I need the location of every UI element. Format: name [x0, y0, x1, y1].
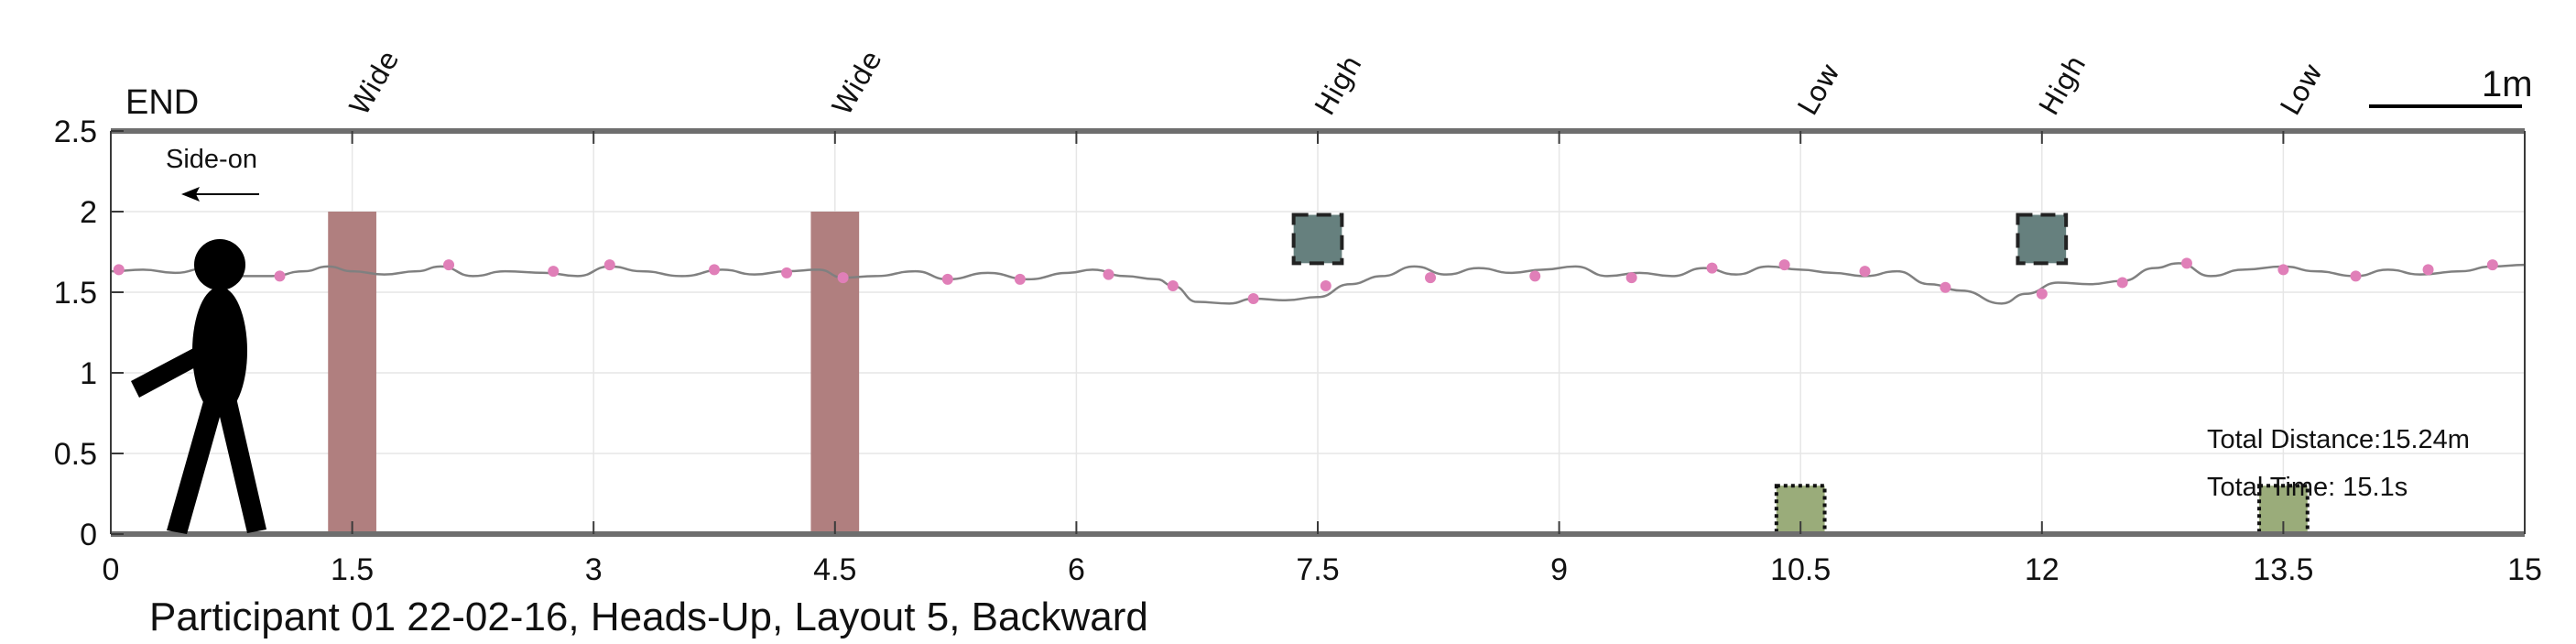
x-tick-label: 0	[103, 552, 120, 587]
trajectory-marker	[837, 272, 849, 284]
direction-arrowhead	[181, 187, 200, 202]
walker-leg-front	[216, 398, 266, 533]
annotations: END Side-on 1m Total Distance:15.24m Tot…	[125, 64, 2533, 639]
walker-arm	[131, 337, 223, 398]
x-tick-label: 10.5	[1770, 552, 1831, 587]
trajectory-marker	[603, 259, 615, 271]
scale-bar-label: 1m	[2482, 64, 2533, 104]
trajectory-marker	[1247, 293, 1259, 305]
x-tick-label: 6	[1068, 552, 1085, 587]
total-time: Total Time: 15.1s	[2207, 473, 2408, 502]
trajectory-marker	[2036, 288, 2048, 300]
x-tick-label: 15	[2507, 552, 2542, 587]
obstacle-wide	[328, 212, 376, 534]
y-tick-label: 0.5	[54, 437, 97, 472]
trajectory-marker	[1706, 262, 1718, 274]
trajectory-line	[110, 262, 2526, 305]
obstacle-wide	[810, 212, 860, 534]
obstacle-label: Wide	[826, 46, 888, 121]
y-tick-label: 2	[80, 195, 97, 230]
direction-label: Side-on	[166, 145, 257, 174]
trajectory-marker	[1014, 273, 1026, 285]
trajectory	[110, 257, 2526, 305]
trajectory-marker	[1778, 259, 1790, 271]
trajectory-marker	[2116, 277, 2128, 289]
y-tick-label: 2.5	[54, 115, 97, 149]
obstacle-high	[1291, 213, 1344, 266]
trajectory-marker	[781, 267, 793, 278]
trajectory-marker	[113, 264, 125, 276]
x-tick-label: 7.5	[1296, 552, 1339, 587]
y-tick-label: 0	[80, 518, 97, 552]
x-tick-label: 3	[585, 552, 603, 587]
x-tick-label: 12	[2025, 552, 2060, 587]
trajectory-marker	[709, 264, 720, 276]
trajectory-marker	[1859, 266, 1871, 278]
obstacle-label: Low	[1792, 58, 1847, 121]
trajectory-marker	[443, 259, 455, 271]
trajectory-marker	[1940, 281, 1951, 293]
obstacle-label: High	[1310, 50, 1369, 121]
x-tick-label: 9	[1550, 552, 1568, 587]
trajectory-marker	[941, 273, 953, 285]
trajectory-marker	[2422, 264, 2434, 276]
trajectory-marker	[2277, 264, 2289, 276]
trajectory-marker	[1425, 272, 1437, 284]
trajectory-marker	[2180, 257, 2192, 269]
trajectory-marker	[274, 270, 286, 282]
y-tick-label: 1	[80, 356, 97, 391]
obstacle-high	[2016, 213, 2069, 266]
obstacle-label: Low	[2275, 58, 2330, 121]
walker-head	[194, 239, 245, 290]
trajectory-marker	[1320, 279, 1331, 291]
x-tick-label: 13.5	[2253, 552, 2313, 587]
total-distance: Total Distance:15.24m	[2207, 425, 2470, 454]
obstacle-label: Wide	[343, 46, 406, 121]
end-label: END	[125, 83, 199, 122]
y-tick-label: 1.5	[54, 276, 97, 311]
trajectory-marker	[2486, 259, 2498, 271]
trajectory-marker	[1529, 270, 1541, 282]
trajectory-marker	[1167, 279, 1179, 291]
trajectory-marker	[1625, 272, 1637, 284]
walker-leg-back	[167, 401, 223, 534]
obstacle-label: High	[2033, 50, 2092, 121]
trajectory-marker	[2350, 270, 2362, 282]
trajectory-marker	[548, 266, 560, 278]
trajectory-marker	[1103, 268, 1114, 280]
obstacles	[328, 212, 2310, 537]
walker-figure	[131, 239, 266, 534]
x-tick-label: 1.5	[331, 552, 374, 587]
x-tick-label: 4.5	[813, 552, 856, 587]
grid	[111, 131, 2525, 534]
chart-caption: Participant 01 22-02-16, Heads-Up, Layou…	[149, 595, 1148, 639]
